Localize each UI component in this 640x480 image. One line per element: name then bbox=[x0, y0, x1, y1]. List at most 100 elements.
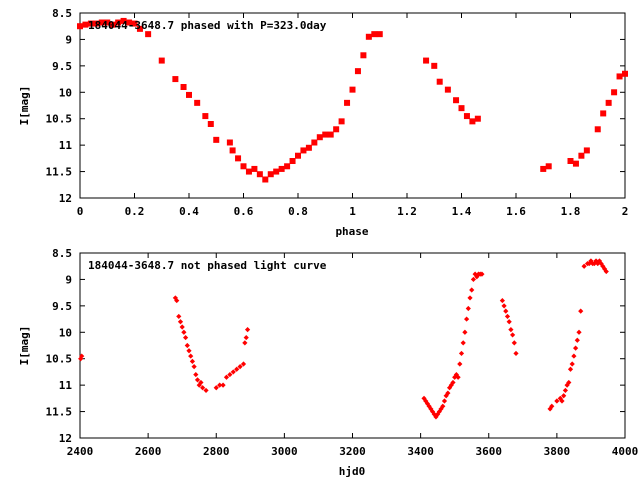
data-point bbox=[600, 110, 607, 117]
data-point bbox=[300, 147, 307, 154]
data-point bbox=[223, 374, 230, 380]
data-point bbox=[179, 324, 185, 330]
data-point bbox=[217, 382, 223, 388]
y-tick-label: 8.5 bbox=[52, 7, 72, 20]
y-tick-label: 9 bbox=[65, 273, 72, 286]
data-point bbox=[203, 387, 209, 394]
data-point bbox=[244, 327, 251, 333]
data-point bbox=[596, 258, 603, 264]
x-tick-label: 1.4 bbox=[452, 205, 472, 218]
data-point bbox=[213, 136, 220, 143]
data-point bbox=[569, 361, 575, 367]
data-point bbox=[174, 297, 180, 304]
data-point bbox=[595, 260, 601, 267]
data-point bbox=[98, 19, 105, 26]
data-point bbox=[182, 334, 189, 341]
data-point bbox=[511, 340, 517, 346]
x-axis-label: phase bbox=[335, 225, 368, 238]
data-point bbox=[181, 329, 187, 335]
data-point bbox=[455, 374, 461, 380]
data-point bbox=[172, 76, 179, 83]
data-point bbox=[540, 165, 547, 172]
data-point bbox=[186, 348, 192, 354]
data-point bbox=[545, 163, 552, 170]
data-point bbox=[567, 158, 574, 164]
y-tick-label: 11 bbox=[59, 139, 73, 152]
data-point bbox=[120, 17, 127, 24]
data-point bbox=[457, 361, 463, 367]
data-point bbox=[474, 115, 481, 122]
x-tick-label: 1.6 bbox=[506, 205, 526, 218]
x-tick-label: 3200 bbox=[339, 445, 366, 458]
data-point bbox=[601, 266, 608, 272]
data-point bbox=[193, 371, 199, 378]
data-point bbox=[311, 139, 318, 146]
data-point bbox=[460, 340, 466, 346]
x-tick-label: 1.8 bbox=[561, 205, 581, 218]
data-point bbox=[240, 361, 247, 367]
data-point bbox=[566, 379, 572, 386]
data-point bbox=[82, 21, 89, 28]
data-point bbox=[611, 89, 618, 96]
data-point bbox=[237, 364, 243, 370]
plot-frame bbox=[79, 252, 626, 439]
data-point bbox=[177, 319, 184, 325]
data-point bbox=[583, 147, 590, 154]
data-point bbox=[284, 163, 291, 170]
data-point bbox=[200, 385, 206, 391]
phased-light-curve-panel: 0 0.2 0.4 0.6 0.8 1 1.2 1.4 1.6 1.8 2 8.5 9 9.5 10 10.… bbox=[18, 7, 628, 238]
data-point bbox=[557, 395, 563, 401]
data-point bbox=[509, 332, 516, 338]
data-point bbox=[188, 353, 194, 359]
data-point bbox=[158, 57, 165, 64]
data-point bbox=[327, 131, 334, 138]
x-tick-label: 3000 bbox=[271, 445, 298, 458]
x-tick-labels: 0 0.2 0.4 0.6 0.8 1 1.2 1.4 1.6 1.8 2 bbox=[77, 205, 629, 218]
axis-ticks bbox=[79, 12, 626, 199]
data-point bbox=[431, 62, 438, 69]
data-point bbox=[213, 385, 219, 391]
data-point bbox=[462, 329, 468, 335]
data-point bbox=[273, 168, 280, 175]
data-point bbox=[230, 369, 236, 375]
y-tick-label: 9.5 bbox=[52, 300, 72, 313]
y-tick-label: 10.5 bbox=[46, 113, 73, 126]
data-point bbox=[571, 353, 577, 359]
data-point bbox=[289, 158, 296, 164]
data-point bbox=[131, 20, 138, 27]
data-point bbox=[104, 19, 111, 26]
data-point bbox=[605, 99, 612, 106]
data-point bbox=[581, 263, 587, 269]
data-point bbox=[506, 319, 512, 325]
data-point bbox=[234, 366, 240, 372]
y-tick-labels: 8.5 9 9.5 10 10.5 11 11.5 12 bbox=[46, 7, 73, 205]
unphased-light-curve-panel: 2400 2600 2800 3000 3200 3400 3600 3800 4000 8.5… bbox=[18, 247, 638, 478]
data-point bbox=[513, 350, 519, 357]
data-point bbox=[354, 68, 361, 75]
data-points bbox=[77, 17, 628, 183]
data-point bbox=[235, 155, 242, 162]
data-point bbox=[344, 99, 351, 106]
x-tick-label: 2800 bbox=[203, 445, 230, 458]
data-point bbox=[440, 403, 446, 409]
data-point bbox=[444, 86, 451, 93]
x-tick-label: 0.6 bbox=[234, 205, 254, 218]
y-tick-label: 9 bbox=[65, 33, 72, 46]
data-point bbox=[562, 387, 568, 394]
data-point bbox=[184, 342, 190, 349]
y-tick-label: 8.5 bbox=[52, 247, 72, 260]
data-point bbox=[87, 20, 94, 27]
data-point bbox=[453, 97, 460, 104]
data-point bbox=[603, 268, 609, 275]
data-point bbox=[295, 152, 301, 159]
data-point bbox=[467, 295, 473, 301]
y-tick-label: 11 bbox=[59, 379, 73, 392]
data-point bbox=[470, 276, 477, 283]
data-point bbox=[450, 379, 456, 386]
data-point bbox=[267, 171, 274, 178]
data-point bbox=[479, 271, 485, 277]
data-point bbox=[465, 305, 471, 312]
data-point bbox=[436, 78, 443, 85]
data-point bbox=[79, 353, 85, 359]
